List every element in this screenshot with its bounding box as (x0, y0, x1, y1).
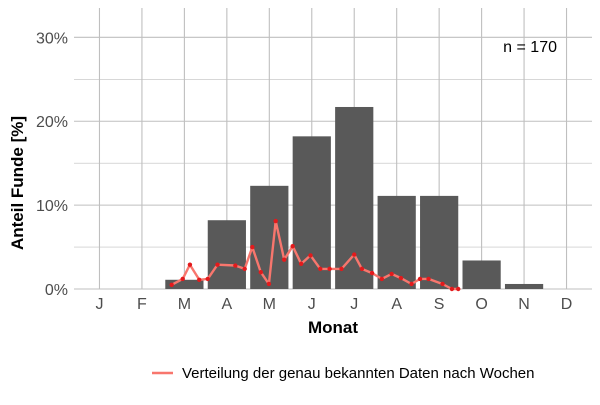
weekly-point (339, 266, 344, 272)
weekly-point (352, 252, 357, 257)
legend: Verteilung der genau bekannten Daten nac… (152, 365, 535, 382)
weekly-point (205, 276, 210, 282)
weekly-point (417, 276, 423, 282)
weekly-point (449, 286, 455, 292)
weekly-point (258, 270, 264, 275)
y-tick-label: 20% (36, 114, 68, 131)
weekly-point (298, 261, 304, 267)
x-tick-label: N (518, 296, 530, 313)
x-tick-label: J (308, 296, 316, 313)
sample-size-annotation: n = 170 (503, 39, 557, 56)
weekly-point (242, 266, 247, 272)
weekly-point (250, 244, 255, 250)
bar-n-11 (504, 283, 544, 289)
bar-j-7 (335, 106, 374, 290)
x-tick-label: D (561, 296, 573, 313)
weekly-point (273, 218, 278, 224)
bar-o-10 (462, 260, 501, 289)
weekly-point (180, 276, 185, 282)
x-axis-title: Monat (308, 318, 358, 337)
weekly-point (266, 281, 272, 287)
bar-a-8 (377, 195, 416, 289)
x-tick-label: M (178, 296, 191, 313)
weekly-point (215, 262, 220, 267)
x-tick-label: F (137, 296, 147, 313)
weekly-point (290, 244, 295, 249)
y-tick-label: 30% (36, 30, 68, 47)
weekly-point (308, 253, 313, 258)
x-tick-label: A (391, 296, 402, 313)
x-tick-label: J (95, 296, 103, 313)
weekly-line (169, 218, 461, 292)
x-tick-label: O (475, 296, 487, 313)
weekly-point (440, 281, 445, 287)
weekly-point (318, 266, 323, 272)
weekly-point (379, 276, 385, 282)
weekly-point (281, 257, 287, 262)
bar-a-4 (207, 220, 246, 289)
weekly-point (169, 282, 174, 288)
x-tick-label: M (263, 296, 276, 313)
weekly-point (187, 262, 193, 267)
weekly-point (426, 276, 431, 282)
y-axis-title: Anteil Funde [%] (8, 116, 27, 250)
weekly-point (359, 266, 365, 272)
weekly-point (398, 275, 404, 281)
bar-j-6 (292, 136, 331, 289)
weekly-point (369, 270, 375, 276)
bar-s-9 (420, 195, 459, 289)
weekly-point (327, 266, 332, 272)
weekly-point (233, 263, 238, 268)
y-tick-labels: 0% 10% 20% 30% (36, 30, 68, 299)
x-tick-label: S (434, 296, 445, 313)
weekly-point (456, 286, 461, 292)
y-tick-label: 0% (45, 282, 68, 299)
bar-m-3 (165, 279, 204, 289)
x-tick-label: A (222, 296, 233, 313)
weekly-point (197, 277, 202, 282)
weekly-point (389, 271, 394, 277)
y-tick-label: 10% (36, 198, 68, 215)
x-tick-label: J (350, 296, 358, 313)
legend-label: Verteilung der genau bekannten Daten nac… (182, 365, 535, 382)
weekly-point (409, 281, 414, 287)
bars (165, 106, 544, 290)
